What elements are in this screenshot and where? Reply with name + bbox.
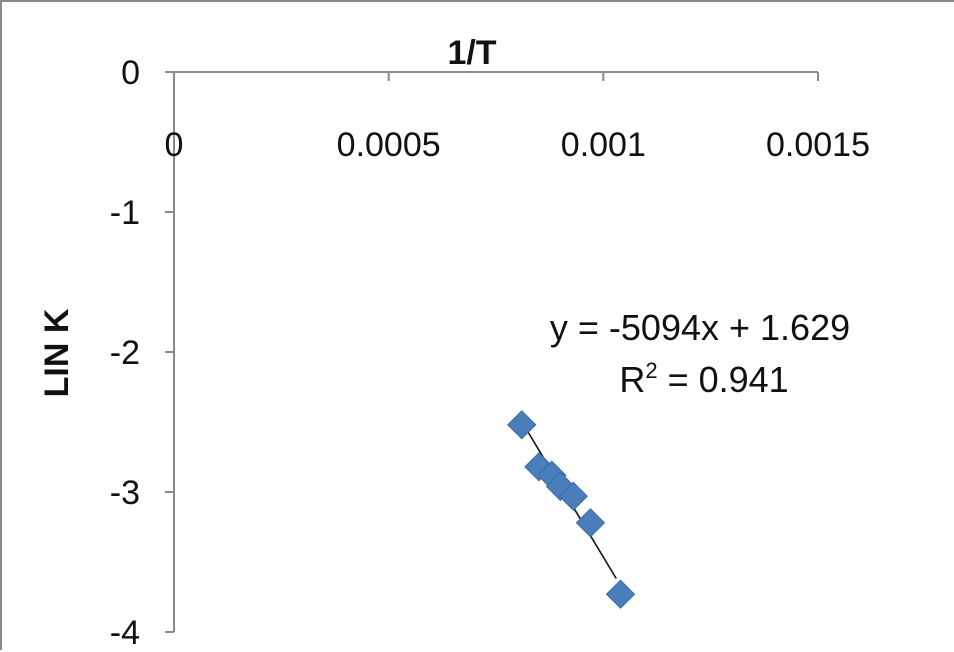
r-squared-prefix: R [619, 359, 645, 400]
y-tick-label: -1 [110, 194, 140, 232]
y-tick-label: 0 [121, 54, 140, 92]
x-tick-label: 0.0005 [337, 126, 441, 164]
y-ticks: 0 -1 -2 -3 -4 [110, 54, 174, 652]
x-ticks: 0 0.0005 0.001 0.0015 [165, 72, 870, 164]
y-tick-label: -4 [110, 614, 140, 652]
y-tick-label: -2 [110, 334, 140, 372]
y-tick-label: -3 [110, 474, 140, 512]
x-axis-title: 1/T [447, 34, 496, 72]
r-squared-value: = 0.941 [658, 359, 789, 400]
x-tick-label: 0.0015 [766, 126, 870, 164]
data-point [558, 481, 588, 511]
r-squared-superscript: 2 [645, 358, 657, 383]
data-point [507, 410, 537, 440]
data-points [507, 410, 636, 609]
data-point [575, 508, 606, 538]
r-squared-label: R2 = 0.941 [619, 358, 788, 400]
x-tick-label: 0 [165, 126, 184, 164]
data-point [605, 579, 636, 609]
trendline-equation-label: y = -5094x + 1.629 [550, 307, 850, 348]
x-tick-label: 0.001 [561, 126, 646, 164]
y-axis-title: LIN K [38, 308, 76, 397]
